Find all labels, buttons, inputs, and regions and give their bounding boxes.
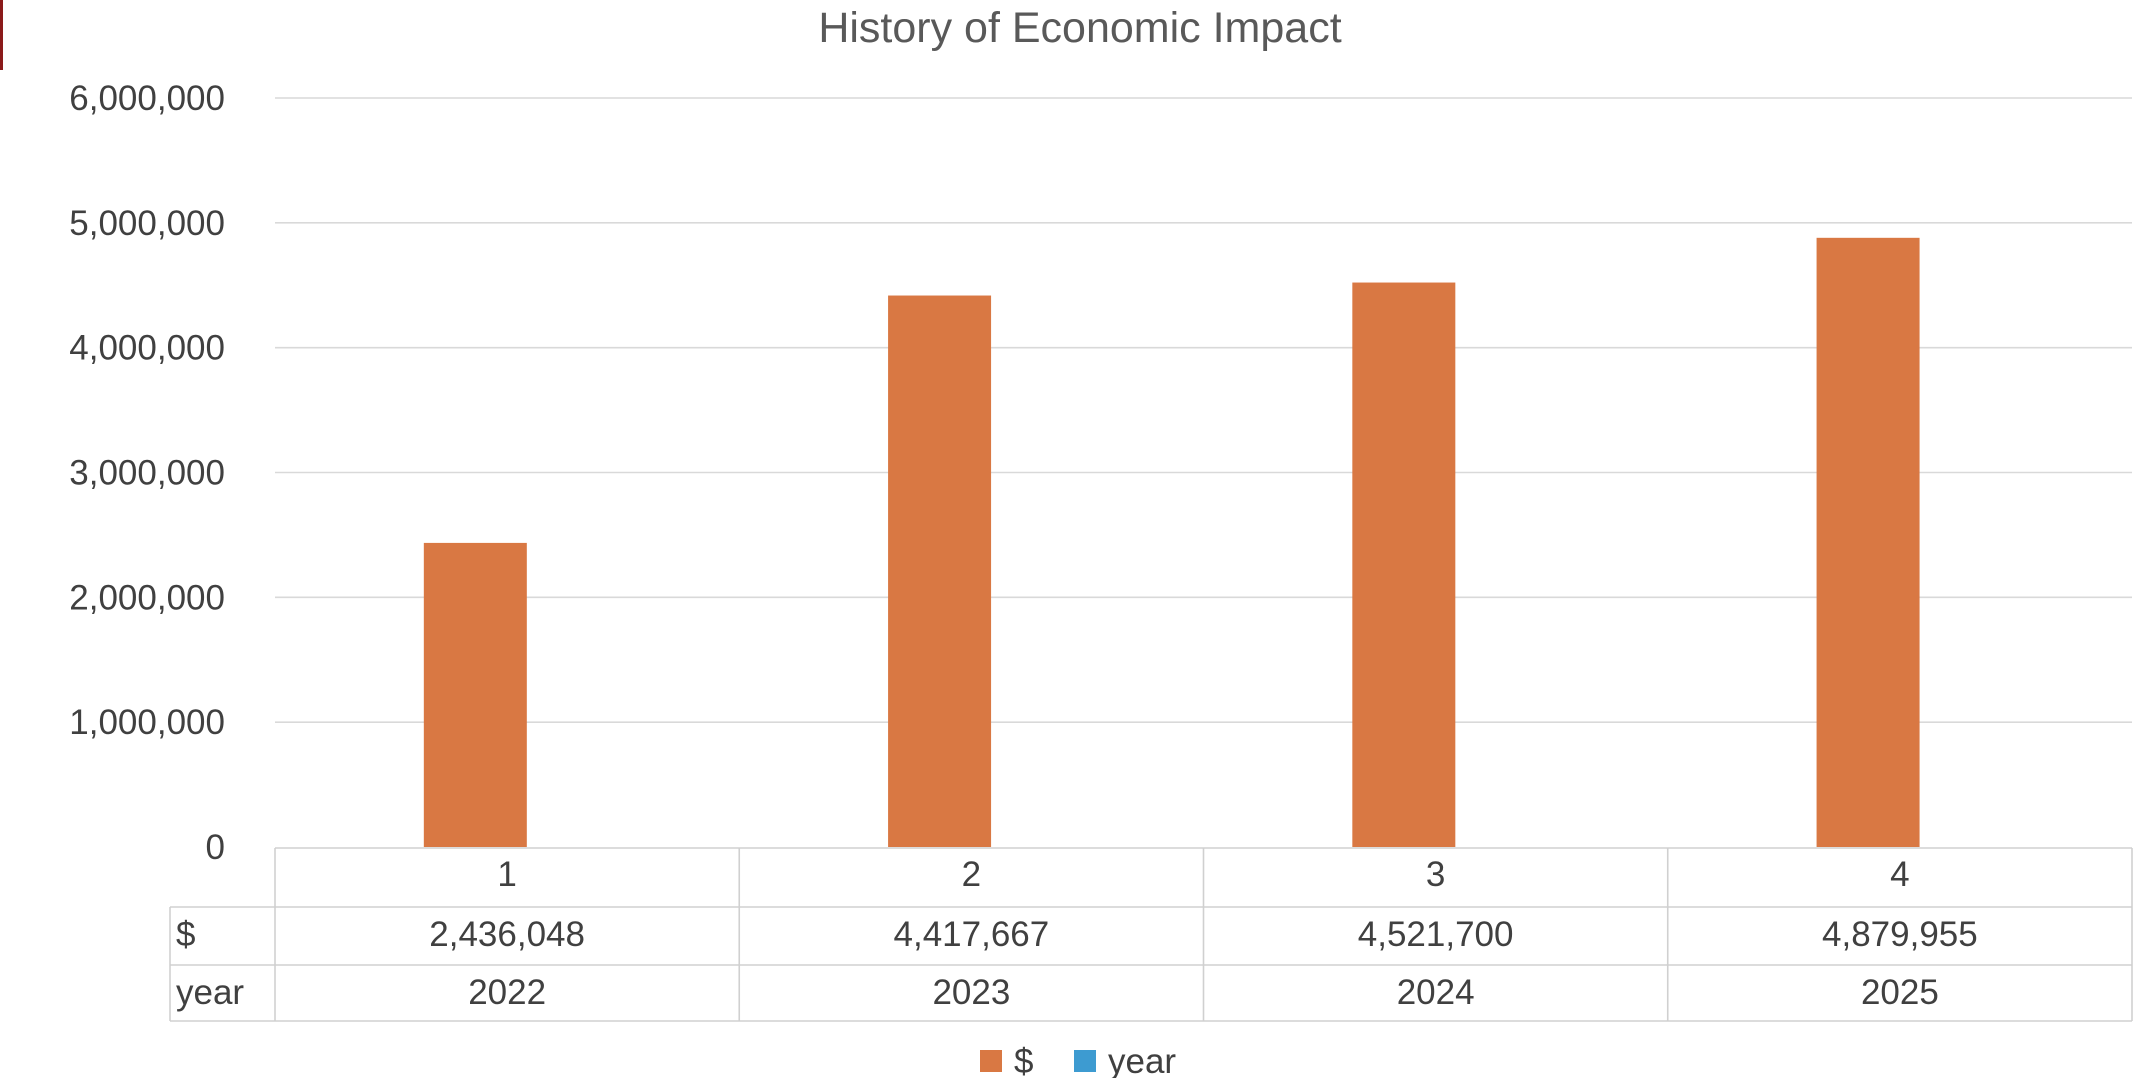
y-tick-label: 2,000,000 bbox=[69, 578, 225, 617]
y-tick-label: 1,000,000 bbox=[69, 703, 225, 742]
y-tick-label: 6,000,000 bbox=[69, 79, 225, 118]
y-axis-ticks: 0 1,000,000 2,000,000 3,000,000 4,000,000 5,0… bbox=[69, 79, 225, 867]
y-tick-label: 3,000,000 bbox=[69, 454, 225, 493]
y-tick-label: 4,000,000 bbox=[69, 329, 225, 368]
legend-swatch bbox=[1074, 1050, 1096, 1072]
y-tick-label: 0 bbox=[206, 828, 225, 867]
table-series-name: $ bbox=[176, 915, 195, 954]
legend-label: year bbox=[1108, 1042, 1176, 1078]
x-category-label: 1 bbox=[497, 855, 516, 894]
legend-swatch bbox=[980, 1050, 1002, 1072]
table-cell: 2022 bbox=[468, 973, 546, 1012]
x-category-label: 2 bbox=[962, 855, 981, 894]
table-cell: 2024 bbox=[1397, 973, 1475, 1012]
table-cell: 4,879,955 bbox=[1822, 915, 1978, 954]
bar-1 bbox=[423, 542, 527, 847]
table-cell: 2025 bbox=[1861, 973, 1939, 1012]
bar-2 bbox=[888, 295, 992, 847]
table-cell: 2,436,048 bbox=[429, 915, 585, 954]
legend: $ year bbox=[980, 1042, 1176, 1078]
bar-3 bbox=[1352, 282, 1456, 847]
table-cell: 2023 bbox=[932, 973, 1010, 1012]
corner-accent bbox=[0, 0, 3, 70]
table-cell: 4,521,700 bbox=[1358, 915, 1514, 954]
table-series-name: year bbox=[176, 973, 244, 1012]
legend-label: $ bbox=[1014, 1042, 1033, 1078]
x-category-label: 3 bbox=[1426, 855, 1445, 894]
table-cell: 4,417,667 bbox=[894, 915, 1050, 954]
x-category-label: 4 bbox=[1890, 855, 1909, 894]
chart-title: History of Economic Impact bbox=[818, 4, 1341, 52]
bar-4 bbox=[1816, 237, 1920, 847]
y-tick-label: 5,000,000 bbox=[69, 204, 225, 243]
bars bbox=[423, 237, 1920, 847]
data-table: 1 2 3 4 $ 2,436,048 4,417,667 4,521,700 4,879,95… bbox=[169, 847, 2133, 1022]
